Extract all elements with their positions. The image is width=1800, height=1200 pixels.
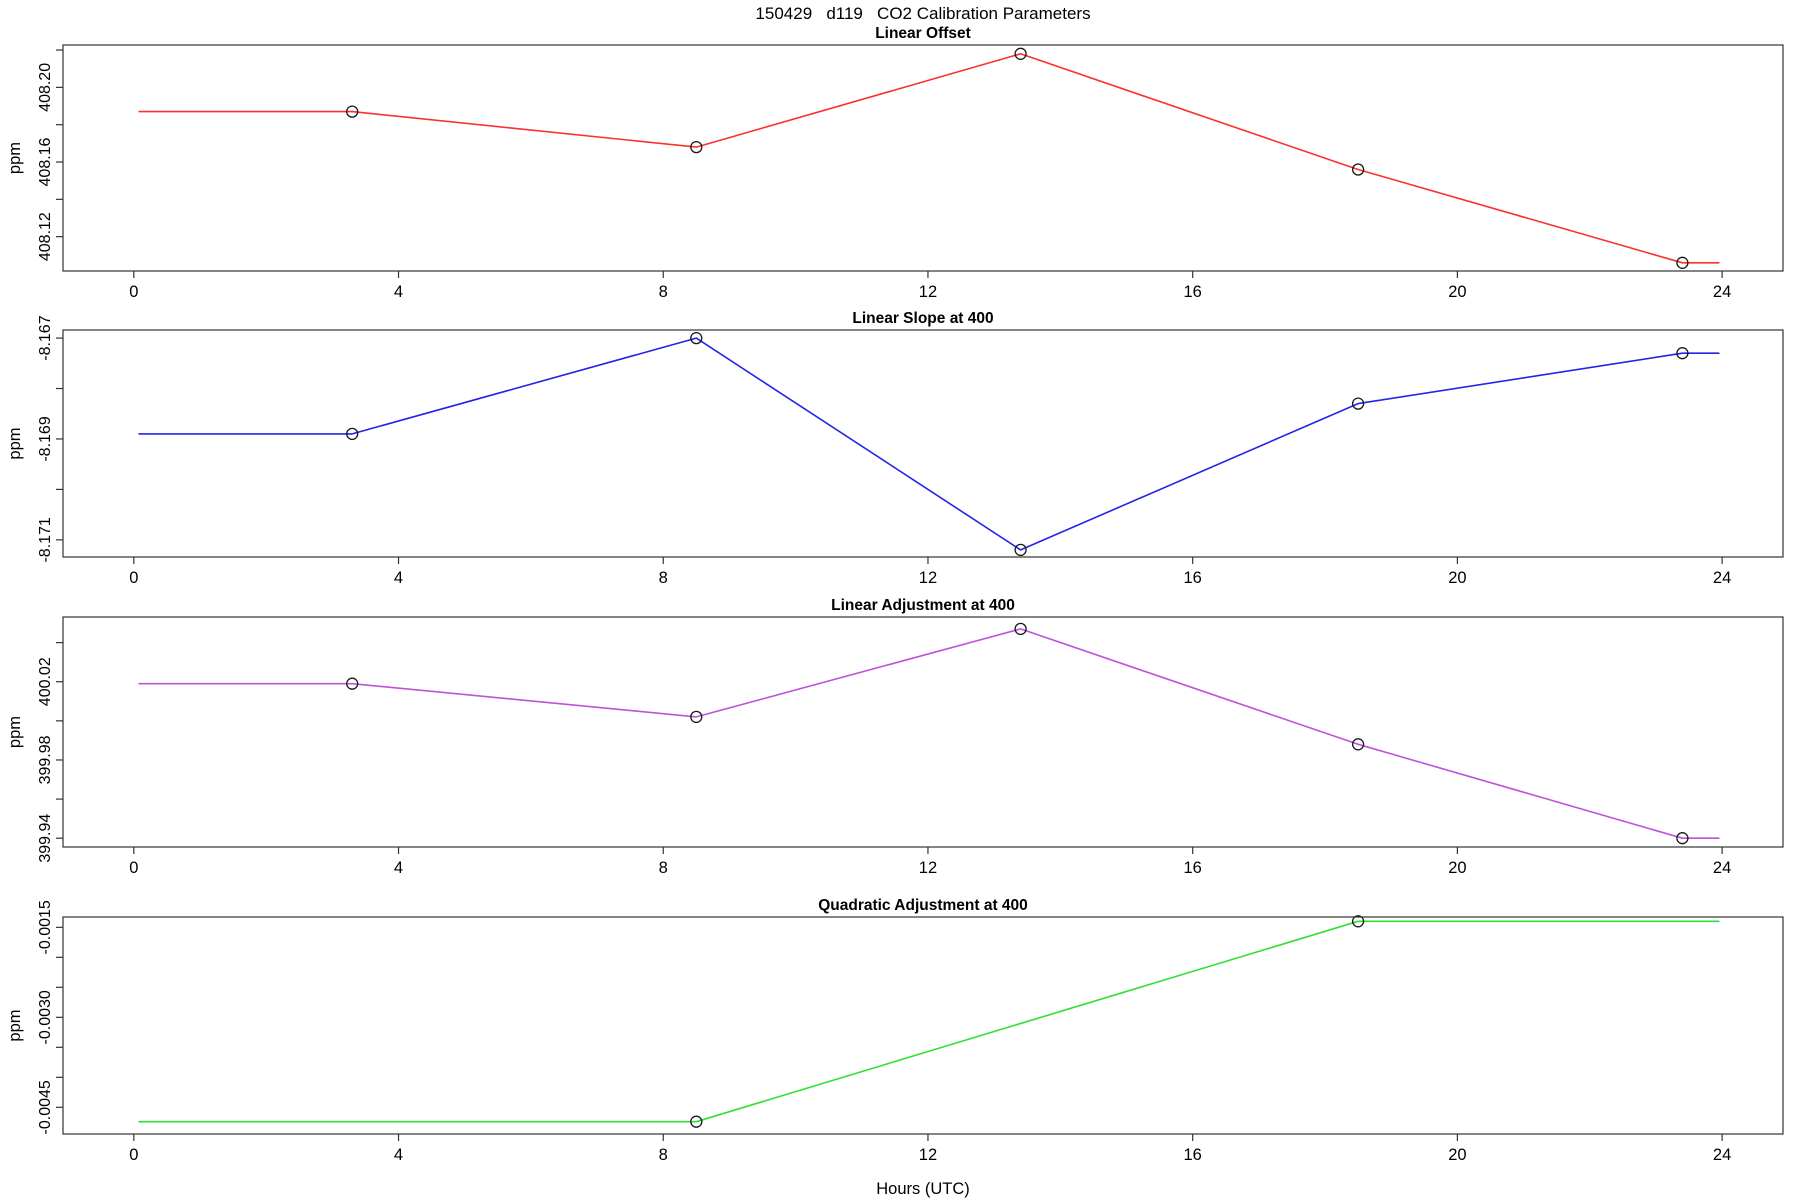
y-tick-label: -0.0030 — [37, 990, 54, 1044]
x-tick-label: 8 — [659, 1146, 668, 1164]
x-tick-label: 0 — [129, 1146, 138, 1164]
panel-title: Quadratic Adjustment at 400 — [818, 897, 1028, 914]
y-axis-label: ppm — [6, 1009, 24, 1041]
panel-title: Linear Offset — [875, 25, 971, 42]
panel-border — [62, 916, 1784, 1135]
data-point-marker — [346, 105, 359, 118]
data-point-marker — [1014, 47, 1027, 60]
x-tick-label: 0 — [129, 283, 138, 301]
y-axis-label: ppm — [6, 716, 24, 748]
data-line — [138, 628, 1720, 840]
x-tick-label: 0 — [129, 569, 138, 587]
x-tick-label: 12 — [919, 859, 937, 877]
panel-linear-offset: Linear Offset 408.20 408.16 408.12 ppm 0 4 8 12 1… — [6, 25, 1784, 301]
x-tick-label: 12 — [919, 283, 937, 301]
y-tick-label: -8.169 — [37, 416, 54, 461]
x-tick-label: 24 — [1713, 569, 1731, 587]
x-tick-label: 8 — [659, 569, 668, 587]
data-line — [138, 337, 1720, 551]
x-tick-label: 16 — [1184, 569, 1202, 587]
x-tick-label: 16 — [1184, 283, 1202, 301]
panel-border — [62, 44, 1784, 272]
panel-title: Linear Slope at 400 — [852, 310, 993, 327]
panel-linear-slope-at-400: Linear Slope at 400 -8.167 -8.169 -8.171 ppm… — [6, 310, 1784, 587]
x-axis-label: Hours (UTC) — [876, 1180, 970, 1198]
data-point-marker — [1351, 397, 1365, 410]
data-line — [138, 52, 1720, 264]
data-point-marker — [1351, 738, 1365, 751]
chart-main-title: 150429 d119 CO2 Calibration Parameters — [755, 4, 1091, 23]
y-tick-label: 408.16 — [37, 137, 54, 186]
data-point-marker — [1676, 256, 1689, 269]
x-tick-label: 4 — [394, 569, 403, 587]
x-tick-label: 4 — [394, 859, 403, 877]
panel-border — [62, 329, 1784, 558]
panel-title: Linear Adjustment at 400 — [831, 597, 1015, 614]
x-tick-label: 8 — [659, 283, 668, 301]
data-point-marker — [1676, 347, 1689, 360]
data-point-marker — [1676, 832, 1689, 845]
x-tick-label: 8 — [659, 859, 668, 877]
x-tick-label: 12 — [919, 1146, 937, 1164]
data-point-marker — [1014, 622, 1027, 636]
x-tick-label: 20 — [1448, 859, 1466, 877]
x-tick-label: 12 — [919, 569, 937, 587]
x-tick-label: 24 — [1713, 859, 1731, 877]
panel-linear-adjustment-at-400: Linear Adjustment at 400 400.02 399.98 399.… — [6, 597, 1784, 877]
x-tick-label: 20 — [1448, 1146, 1466, 1164]
y-tick-label: -8.171 — [37, 517, 54, 562]
y-tick-label: -8.167 — [37, 315, 54, 360]
x-tick-label: 24 — [1713, 283, 1731, 301]
y-tick-label: 399.98 — [37, 735, 54, 784]
y-axis-label: ppm — [6, 142, 24, 174]
y-tick-label: -0.0015 — [37, 900, 54, 954]
data-point-marker — [1351, 163, 1365, 176]
panel-quadratic-adjustment-at-400: Quadratic Adjustment at 400 -0.0015 -0.003… — [6, 897, 1784, 1164]
data-point-marker — [346, 677, 359, 690]
x-tick-label: 4 — [394, 283, 403, 301]
y-tick-label: 408.20 — [37, 63, 54, 112]
data-point-marker — [690, 331, 703, 345]
y-axis-label: ppm — [6, 427, 24, 459]
data-point-marker — [690, 1115, 703, 1128]
data-point-marker — [346, 427, 359, 441]
x-tick-label: 20 — [1448, 283, 1466, 301]
x-tick-label: 4 — [394, 1146, 403, 1164]
y-tick-label: -0.0045 — [37, 1080, 54, 1134]
data-point-marker — [690, 140, 703, 154]
x-tick-label: 16 — [1184, 1146, 1202, 1164]
data-point-marker — [1014, 543, 1027, 557]
x-tick-label: 24 — [1713, 1146, 1731, 1164]
x-tick-label: 16 — [1184, 859, 1202, 877]
y-tick-label: 400.02 — [37, 657, 54, 706]
data-line — [138, 920, 1720, 1123]
data-point-marker — [1351, 915, 1365, 928]
y-tick-label: 399.94 — [37, 814, 54, 863]
x-tick-label: 20 — [1448, 569, 1466, 587]
y-tick-label: 408.12 — [37, 212, 54, 261]
data-point-marker — [690, 710, 703, 724]
x-tick-label: 0 — [129, 859, 138, 877]
panel-border — [62, 616, 1784, 848]
